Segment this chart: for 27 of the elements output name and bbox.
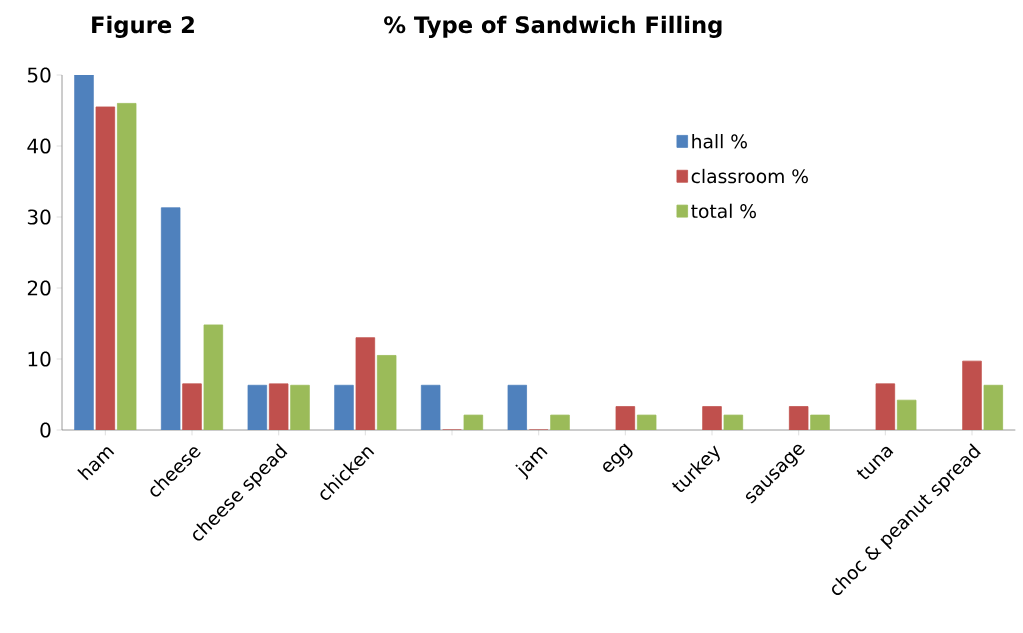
caption: Figure 2 [92,15,194,38]
bar [507,384,528,430]
chart-title: % Type of Sandwich Filling [384,15,722,38]
y-tick-label: 0 [40,422,51,438]
x-tick-label: egg [603,443,633,472]
bar [355,337,376,430]
y-tick-label: 10 [28,351,51,367]
bar [95,106,116,430]
legend-label: hall % [692,133,747,149]
bar [268,383,289,430]
bar [74,75,94,430]
bar [182,383,202,430]
y-tick-label: 40 [27,138,51,154]
bar [247,384,268,430]
bar [615,406,636,430]
bar [334,384,354,430]
y-tick-label: 30 [27,209,51,225]
bar [702,406,722,430]
bar [788,406,809,430]
bar [875,383,896,430]
bar [160,207,181,430]
y-tick-label: 20 [27,280,51,296]
bar [962,360,982,430]
legend-label: total % [691,203,756,219]
bar [420,384,441,430]
legend-label: classroom % [691,168,808,184]
y-tick-label: 50 [27,67,51,83]
